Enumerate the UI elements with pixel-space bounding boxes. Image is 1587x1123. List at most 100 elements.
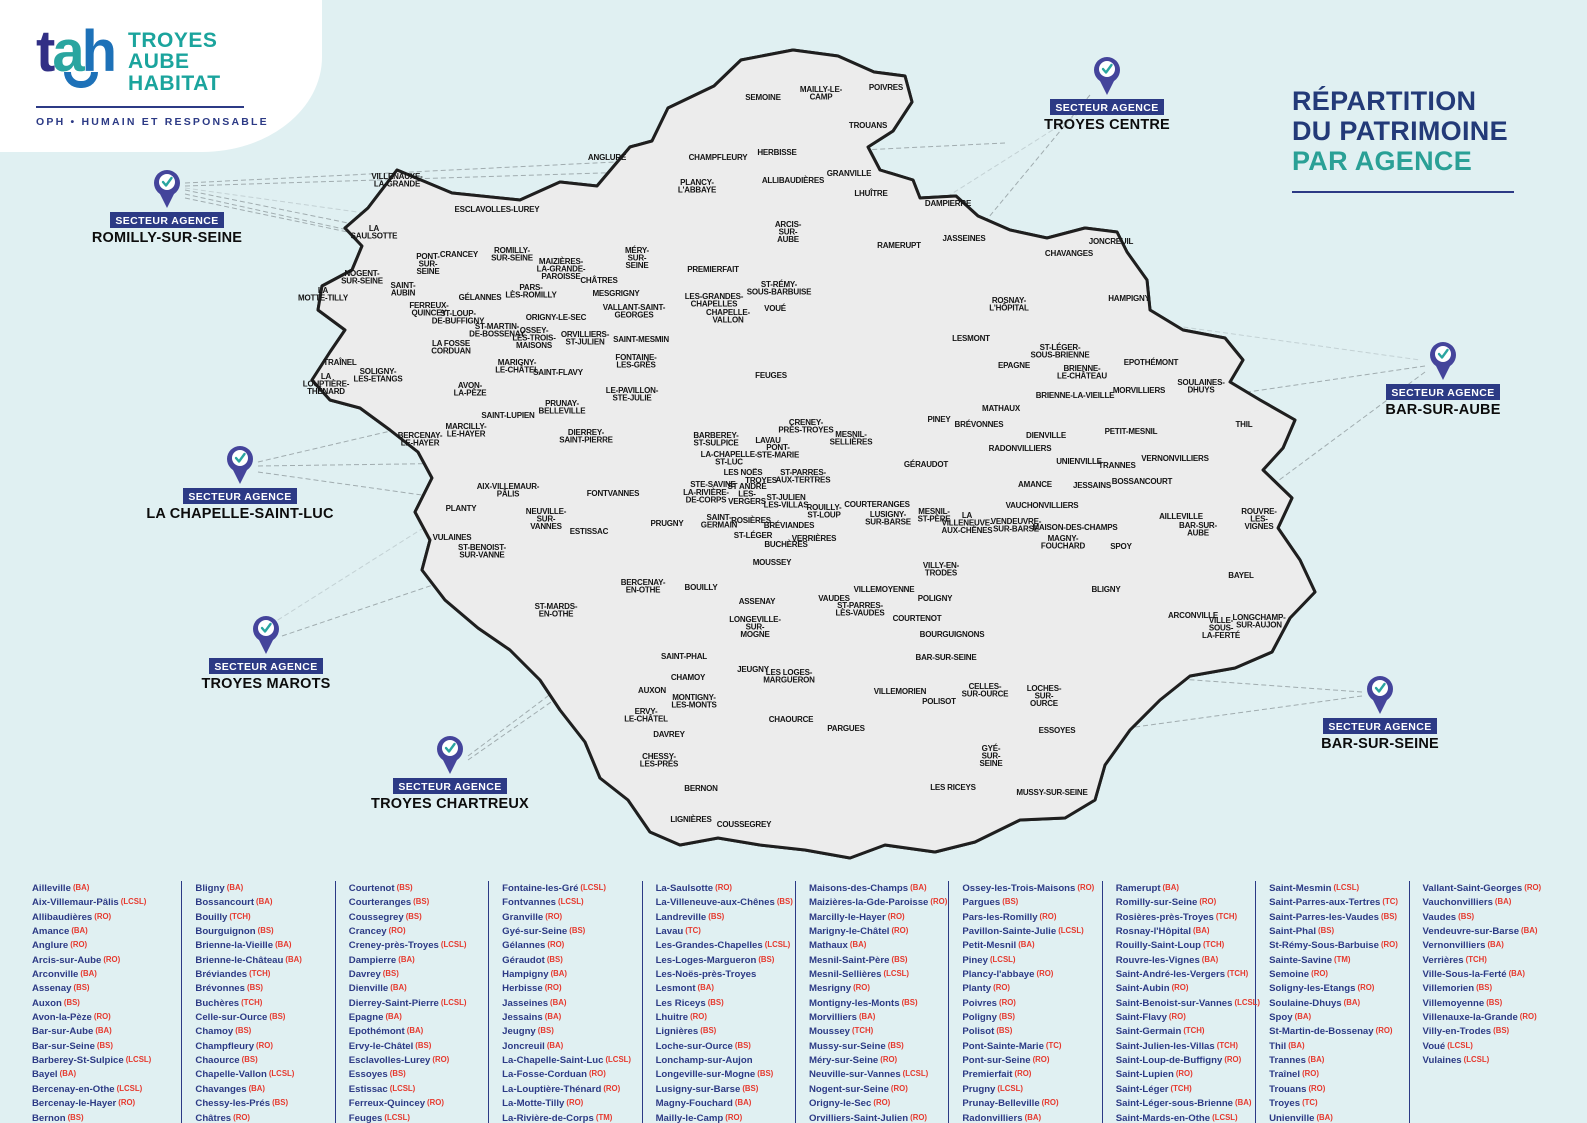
map-label: BERNON <box>684 784 718 793</box>
legend-item: Chaource (BS) <box>195 1053 334 1067</box>
secteur-agence-badge: SECTEUR AGENCE <box>1055 102 1158 114</box>
commune-name: Dampierre <box>348 954 397 966</box>
map-label: DIERREY-SAINT-PIERRE <box>559 428 613 445</box>
legend-item: Vulaines (LCSL) <box>1423 1053 1562 1067</box>
map-label: FEUGES <box>755 371 788 380</box>
agency-code: (BA) <box>385 1012 402 1022</box>
agency-marker-bar-sur-seine: SECTEUR AGENCE BAR-SUR-SEINE <box>1321 676 1439 752</box>
agency-code: (RO) <box>890 1083 908 1093</box>
legend-item: Fontaine-les-Gré (LCSL) <box>502 881 641 895</box>
commune-name: St-Martin-de-Bossenay <box>1269 1026 1374 1038</box>
map-label: ANGLURE <box>588 153 627 162</box>
legend-item: Vauchonvilliers (BA) <box>1423 895 1562 909</box>
commune-name: Aix-Villemaur-Pâlis <box>32 897 119 909</box>
agency-code: (BA) <box>1235 1098 1252 1108</box>
agency-code: (RO) <box>603 1083 621 1093</box>
map-label: ORVILLIERS-ST-JULIEN <box>561 330 610 347</box>
legend-item: Joncreuil (BA) <box>502 1039 641 1053</box>
commune-name: Bligny <box>195 883 225 894</box>
agency-code: (BS) <box>96 1040 113 1050</box>
map-label: ERVY-LE-CHÂTEL <box>624 707 668 724</box>
agency-code: (LCSL) <box>1333 883 1360 892</box>
agency-code: (BS) <box>241 1055 258 1065</box>
legend-item: Bercenay-en-Othe (LCSL) <box>32 1082 181 1096</box>
map-label: LES-GRANDES-CHAPELLES <box>685 292 744 309</box>
legend-item: Mesnil-Saint-Père (BS) <box>809 953 948 967</box>
legend-item: Pars-les-Romilly (RO) <box>962 910 1101 924</box>
agency-code: (BA) <box>546 1040 564 1050</box>
commune-name: Vaudes <box>1422 911 1457 923</box>
map-label: ROUVRE-LES-VIGNES <box>1241 507 1277 531</box>
agency-code: (BS) <box>413 897 430 907</box>
commune-name: Villenauxe-la-Grande <box>1422 1012 1518 1024</box>
commune-name: Troyes <box>1269 1098 1301 1110</box>
map-label: MARIGNY-LE-CHÂTEL <box>495 358 539 375</box>
legend-item: Arcis-sur-Aube (RO) <box>32 953 181 967</box>
checkmark-icon <box>444 742 456 753</box>
map-label: SAINT-MESMIN <box>613 335 669 344</box>
legend-item: Nogent-sur-Seine (RO) <box>809 1082 948 1096</box>
agency-code: (LCSL) <box>605 1055 632 1065</box>
map-label: JEUGNY <box>737 665 770 674</box>
map-label: ORIGNY-LE-SEC <box>526 313 587 322</box>
commune-name: Gyé-sur-Seine <box>502 926 568 938</box>
legend-item: Vendeuvre-sur-Barse (BA) <box>1423 924 1562 938</box>
agency-code: (BS) <box>707 997 724 1007</box>
legend-item: Vallant-Saint-Georges (RO) <box>1423 881 1562 895</box>
map-label: TRAÎNEL <box>323 358 357 367</box>
legend-item: Bourguignon (BS) <box>195 924 334 938</box>
legend-item: Allibaudières (RO) <box>32 910 181 924</box>
secteur-agence-badge: SECTEUR AGENCE <box>1391 387 1494 399</box>
agency-code: (LCSL) <box>268 1069 295 1079</box>
agency-code: (BS) <box>382 969 399 979</box>
map-label: MAILLY-LE-CAMP <box>800 85 843 102</box>
agency-code: (RO) <box>930 897 948 907</box>
agency-code: (RO) <box>547 940 565 950</box>
commune-name: Auxon <box>32 997 62 1009</box>
commune-name: Longeville-sur-Mogne <box>655 1069 756 1081</box>
commune-name: Brienne-le-Château <box>195 954 284 966</box>
legend-item: Thil (BA) <box>1269 1039 1408 1053</box>
checkmark-icon <box>234 452 246 463</box>
commune-name: Saint-Parres-aux-Tertres <box>1269 897 1381 909</box>
map-label: VILLY-EN-TRODES <box>923 561 960 578</box>
map-label: FONTAINE-LES-GRÈS <box>615 353 657 370</box>
map-label: AMANCE <box>1018 480 1053 489</box>
agency-code: (LCSL) <box>1463 1055 1490 1065</box>
legend-item: Origny-le-Sec (RO) <box>809 1096 948 1110</box>
map-label: VAUCHONVILLIERS <box>1006 501 1080 510</box>
commune-name: Bouilly <box>195 911 228 923</box>
map-label: MARCILLY-LE-HAYER <box>445 422 487 439</box>
map-label: JASSEINES <box>942 234 986 243</box>
legend-item: Chamoy (BS) <box>195 1024 334 1038</box>
agency-code: (LCSL) <box>580 883 606 892</box>
legend-item: Bréviandes (TCH) <box>195 967 334 981</box>
legend-item: Champfleury (RO) <box>195 1039 334 1053</box>
commune-name: Verrières <box>1422 954 1464 966</box>
tah-logo-icon: tah <box>36 23 117 89</box>
legend-item: Vernonvilliers (BA) <box>1423 938 1562 952</box>
legend-item: Bouilly (TCH) <box>195 910 334 924</box>
commune-name: Mathaux <box>808 940 848 952</box>
map-label: HAMPIGNY <box>1108 294 1150 303</box>
legend-item: Brévonnes (BS) <box>195 981 334 995</box>
legend-item: Romilly-sur-Seine (RO) <box>1116 895 1255 909</box>
agency-code: (BA) <box>285 954 302 964</box>
commune-name: Crancey <box>348 926 387 938</box>
legend-item: Gyé-sur-Seine (BS) <box>502 924 641 938</box>
legend-item: Buchères (TCH) <box>195 996 334 1010</box>
commune-name: Rosières-près-Troyes <box>1115 911 1214 923</box>
map-label: VILLENAUXE-LA-GRANDE <box>371 172 423 189</box>
agency-code: (BA) <box>1316 1112 1333 1122</box>
map-label: EPOTHÉMONT <box>1124 358 1179 367</box>
legend-item: Celle-sur-Ource (BS) <box>195 1010 334 1024</box>
commune-name: Rosnay-l'Hôpital <box>1115 926 1192 938</box>
agency-code: (RO) <box>853 983 870 993</box>
legend-item: Amance (BA) <box>32 924 181 938</box>
legend-item: Marcilly-le-Hayer (RO) <box>809 910 948 924</box>
commune-name: Bernon <box>32 1112 66 1123</box>
commune-name: Saint-Aubin <box>1115 983 1170 995</box>
agency-code: (BA) <box>1508 969 1526 979</box>
map-label: ESSOYES <box>1039 726 1077 735</box>
commune-name: Allibaudières <box>32 911 93 923</box>
